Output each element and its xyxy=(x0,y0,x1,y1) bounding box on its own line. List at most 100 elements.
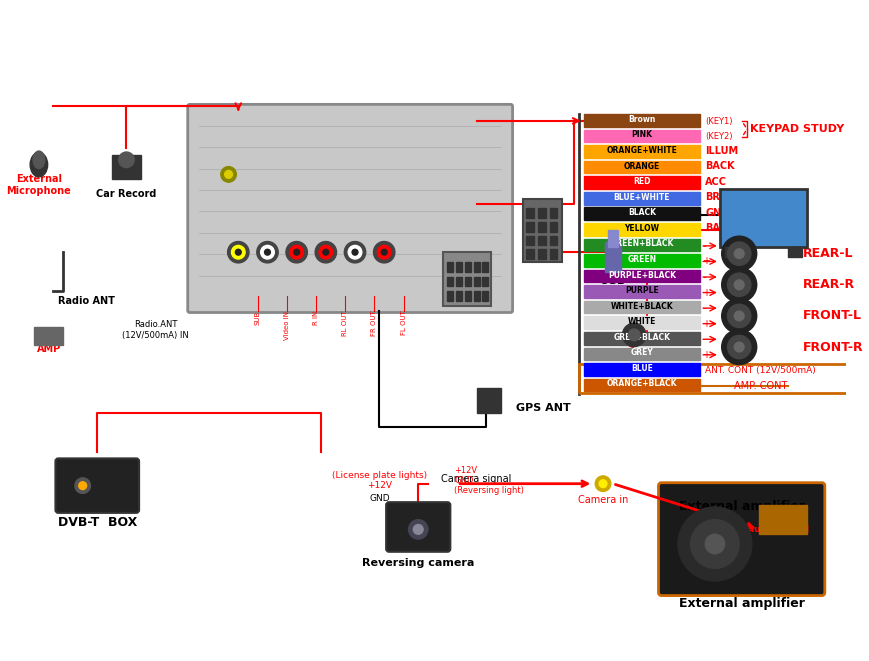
Bar xyxy=(583,348,700,360)
Circle shape xyxy=(235,249,241,255)
Text: Video IN: Video IN xyxy=(283,311,289,340)
Text: GREY+BLACK: GREY+BLACK xyxy=(613,332,670,342)
Circle shape xyxy=(726,242,750,265)
Text: FRONT-R: FRONT-R xyxy=(801,340,862,354)
Circle shape xyxy=(705,534,724,554)
Bar xyxy=(583,239,700,251)
Bar xyxy=(583,301,700,313)
Text: WHITE+BLACK: WHITE+BLACK xyxy=(610,301,673,311)
Bar xyxy=(112,155,141,179)
Circle shape xyxy=(413,525,422,534)
Circle shape xyxy=(726,273,750,296)
Text: REAR-L: REAR-L xyxy=(801,247,852,260)
Circle shape xyxy=(75,478,90,493)
Bar xyxy=(583,130,700,142)
Bar xyxy=(719,189,806,247)
Circle shape xyxy=(721,267,756,302)
Bar xyxy=(464,291,470,301)
Bar xyxy=(758,505,806,534)
Bar xyxy=(549,249,557,259)
Text: GPS ANT: GPS ANT xyxy=(515,403,569,413)
Text: PINK: PINK xyxy=(631,130,652,139)
Bar xyxy=(787,247,801,257)
Bar xyxy=(526,236,534,245)
Bar xyxy=(604,243,620,272)
Bar xyxy=(482,291,488,301)
Bar xyxy=(583,161,700,173)
Circle shape xyxy=(322,249,328,255)
Bar xyxy=(583,317,700,329)
Circle shape xyxy=(221,167,236,182)
Circle shape xyxy=(726,335,750,359)
Bar xyxy=(473,291,479,301)
Circle shape xyxy=(726,304,750,328)
Text: BLUE+WHITE: BLUE+WHITE xyxy=(613,193,669,202)
Text: GND: GND xyxy=(705,208,728,218)
Bar xyxy=(724,247,739,257)
Text: Radio ANT: Radio ANT xyxy=(58,295,115,305)
Text: AMP: AMP xyxy=(36,344,61,354)
Bar xyxy=(537,222,545,232)
Circle shape xyxy=(622,323,645,346)
Text: REAR-R: REAR-R xyxy=(801,278,853,292)
Circle shape xyxy=(627,329,640,340)
Circle shape xyxy=(599,480,607,488)
Circle shape xyxy=(677,507,751,581)
Text: YELLOW: YELLOW xyxy=(624,224,659,233)
Text: ANT. CONT (12V/500mA): ANT. CONT (12V/500mA) xyxy=(705,366,815,375)
Text: (KEY2): (KEY2) xyxy=(705,132,732,141)
Text: AMP. CONT: AMP. CONT xyxy=(733,381,786,391)
Circle shape xyxy=(733,280,743,290)
Text: GREY: GREY xyxy=(630,348,653,358)
Text: -: - xyxy=(701,303,705,313)
Bar xyxy=(549,236,557,245)
Text: Camera in: Camera in xyxy=(577,495,627,505)
Circle shape xyxy=(373,241,395,263)
Bar xyxy=(526,222,534,232)
Bar xyxy=(473,276,479,286)
Text: +: + xyxy=(701,319,709,329)
Bar xyxy=(583,270,700,282)
Circle shape xyxy=(733,311,743,321)
Text: ILLUM: ILLUM xyxy=(705,145,738,155)
Text: PURPLE+BLACK: PURPLE+BLACK xyxy=(607,270,675,280)
Bar xyxy=(526,249,534,259)
Circle shape xyxy=(289,245,303,259)
Bar xyxy=(34,327,63,344)
Bar xyxy=(447,276,453,286)
Bar xyxy=(549,222,557,232)
Circle shape xyxy=(721,236,756,271)
Circle shape xyxy=(264,249,270,255)
FancyBboxPatch shape xyxy=(386,502,450,552)
Text: Battery: Battery xyxy=(736,212,789,225)
Text: (License plate lights)
+12V: (License plate lights) +12V xyxy=(331,471,427,490)
Text: Camera signal: Camera signal xyxy=(441,474,511,484)
Text: External amplifier: External amplifier xyxy=(678,597,804,610)
Ellipse shape xyxy=(30,153,48,177)
Bar xyxy=(447,291,453,301)
FancyBboxPatch shape xyxy=(56,458,139,513)
Bar xyxy=(583,192,700,204)
Text: FRONT-L: FRONT-L xyxy=(801,309,860,323)
Circle shape xyxy=(315,241,336,263)
Bar xyxy=(583,145,700,158)
Bar xyxy=(476,389,501,412)
Text: ORANGE: ORANGE xyxy=(623,162,660,171)
Circle shape xyxy=(690,520,739,568)
Bar xyxy=(464,262,470,272)
FancyBboxPatch shape xyxy=(188,104,512,313)
Bar xyxy=(526,208,534,218)
Text: +: + xyxy=(701,350,709,360)
Text: External
Microphone: External Microphone xyxy=(7,175,71,196)
Bar xyxy=(522,199,561,262)
Circle shape xyxy=(348,245,362,259)
Circle shape xyxy=(224,171,232,178)
Text: (KEY1): (KEY1) xyxy=(705,117,732,126)
Text: FR OUT: FR OUT xyxy=(371,311,377,336)
Bar xyxy=(473,262,479,272)
Circle shape xyxy=(408,520,428,539)
Bar xyxy=(455,262,461,272)
Circle shape xyxy=(344,241,365,263)
Bar xyxy=(482,276,488,286)
Text: Reversing camera: Reversing camera xyxy=(362,559,474,568)
